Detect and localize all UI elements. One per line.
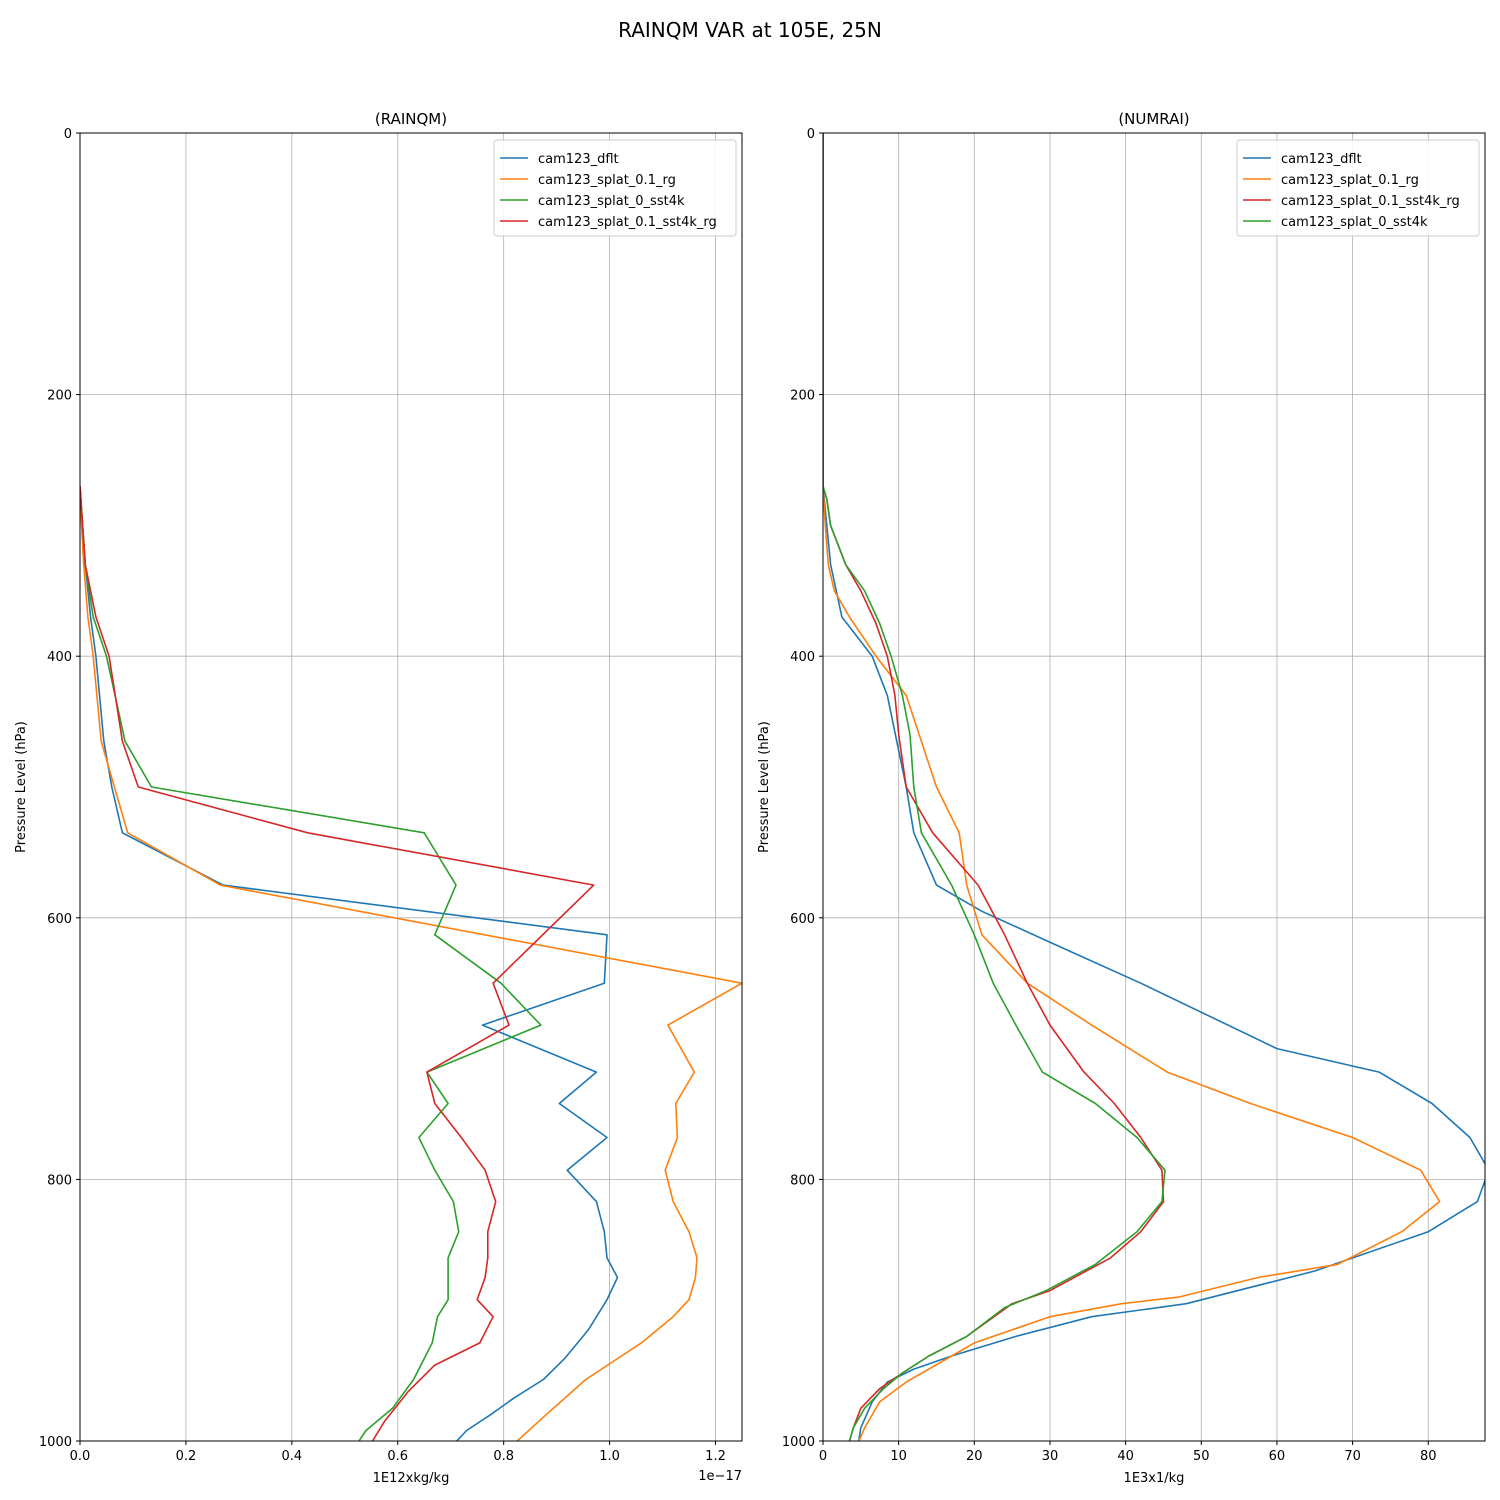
x-tick-label: 50 bbox=[1193, 1449, 1210, 1464]
y-tick-label: 1000 bbox=[39, 1435, 72, 1450]
y-tick-label: 600 bbox=[47, 912, 72, 927]
x-tick-label: 0.4 bbox=[281, 1449, 302, 1464]
x-tick-label: 20 bbox=[966, 1449, 983, 1464]
x-tick-label: 0.0 bbox=[70, 1449, 91, 1464]
series-line-cam123_splat_0.1_sst4k_rg bbox=[80, 486, 595, 1441]
series-line-cam123_splat_0_sst4k bbox=[823, 133, 1166, 1441]
y-axis-label: Pressure Level (hPa) bbox=[14, 721, 29, 853]
y-tick-label: 600 bbox=[790, 912, 815, 927]
legend-label: cam123_splat_0.1_rg bbox=[538, 173, 676, 188]
legend-label: cam123_dflt bbox=[538, 152, 619, 167]
series-line-cam123_dflt bbox=[80, 486, 619, 1441]
x-axis-label: 1E3x1/kg bbox=[1124, 1471, 1185, 1486]
legend-label: cam123_splat_0_sst4k bbox=[538, 194, 685, 209]
axes-frame bbox=[79, 132, 743, 1442]
y-tick-label: 800 bbox=[790, 1173, 815, 1188]
x-tick-label: 0.6 bbox=[387, 1449, 408, 1464]
x-tick-label: 1.0 bbox=[599, 1449, 620, 1464]
series-line-cam123_splat_0.1_rg bbox=[80, 486, 742, 1441]
y-axis-ticks: 0 200 400 600 800 1000 bbox=[782, 127, 823, 1450]
series-line-cam123_dflt bbox=[823, 133, 1485, 1441]
axes-frame bbox=[822, 132, 1486, 1442]
series-line-cam123_splat_0_sst4k bbox=[80, 486, 542, 1441]
x-tick-label: 70 bbox=[1344, 1449, 1361, 1464]
series-group bbox=[823, 133, 1485, 1441]
legend-label: cam123_splat_0.1_rg bbox=[1281, 173, 1419, 188]
series-line-cam123_splat_0.1_rg bbox=[823, 133, 1441, 1441]
series-group bbox=[80, 486, 742, 1441]
y-tick-label: 0 bbox=[807, 127, 815, 142]
legend-box bbox=[1236, 139, 1480, 237]
legend: cam123_dflt cam123_splat_0.1_rg cam123_spl… bbox=[493, 139, 737, 237]
figure-suptitle: RAINQM VAR at 105E, 25N bbox=[618, 18, 882, 42]
y-tick-label: 1000 bbox=[782, 1435, 815, 1450]
panel-numrai: (NUMRAI) 0 10 20 30 40 50 60 70 80 0 200 400 600 800… bbox=[757, 110, 1486, 1486]
x-tick-label: 1.2 bbox=[705, 1449, 726, 1464]
x-tick-label: 30 bbox=[1042, 1449, 1059, 1464]
legend-box bbox=[493, 139, 737, 237]
y-axis-ticks: 0 200 400 600 800 1000 bbox=[39, 127, 80, 1450]
x-tick-label: 40 bbox=[1117, 1449, 1134, 1464]
y-tick-label: 400 bbox=[47, 650, 72, 665]
panel-title: (NUMRAI) bbox=[1118, 110, 1189, 128]
panel-title: (RAINQM) bbox=[375, 110, 447, 128]
y-tick-label: 400 bbox=[790, 650, 815, 665]
x-axis-offset-text: 1e−17 bbox=[698, 1469, 742, 1484]
legend-label: cam123_splat_0_sst4k bbox=[1281, 215, 1428, 230]
x-tick-label: 0.8 bbox=[493, 1449, 514, 1464]
y-tick-label: 200 bbox=[47, 389, 72, 404]
y-tick-label: 200 bbox=[790, 389, 815, 404]
legend-label: cam123_splat_0.1_sst4k_rg bbox=[1281, 194, 1460, 209]
legend: cam123_dflt cam123_splat_0.1_rg cam123_spl… bbox=[1236, 139, 1480, 237]
x-tick-label: 10 bbox=[890, 1449, 907, 1464]
legend-label: cam123_splat_0.1_sst4k_rg bbox=[538, 215, 717, 230]
x-axis-ticks: 0 10 20 30 40 50 60 70 80 bbox=[819, 1441, 1437, 1464]
x-tick-label: 0.2 bbox=[176, 1449, 197, 1464]
x-axis-label: 1E12xkg/kg bbox=[373, 1471, 450, 1486]
y-tick-label: 0 bbox=[64, 127, 72, 142]
x-tick-label: 60 bbox=[1269, 1449, 1286, 1464]
panel-rainqm: (RAINQM) 0.0 0.2 0.4 0.6 0.8 1.0 1.2 0 200 400 60… bbox=[14, 110, 743, 1486]
y-axis-label: Pressure Level (hPa) bbox=[757, 721, 772, 853]
legend-label: cam123_dflt bbox=[1281, 152, 1362, 167]
x-axis-ticks: 0.0 0.2 0.4 0.6 0.8 1.0 1.2 bbox=[70, 1441, 726, 1464]
x-tick-label: 80 bbox=[1420, 1449, 1437, 1464]
x-tick-label: 0 bbox=[819, 1449, 827, 1464]
y-tick-label: 800 bbox=[47, 1173, 72, 1188]
